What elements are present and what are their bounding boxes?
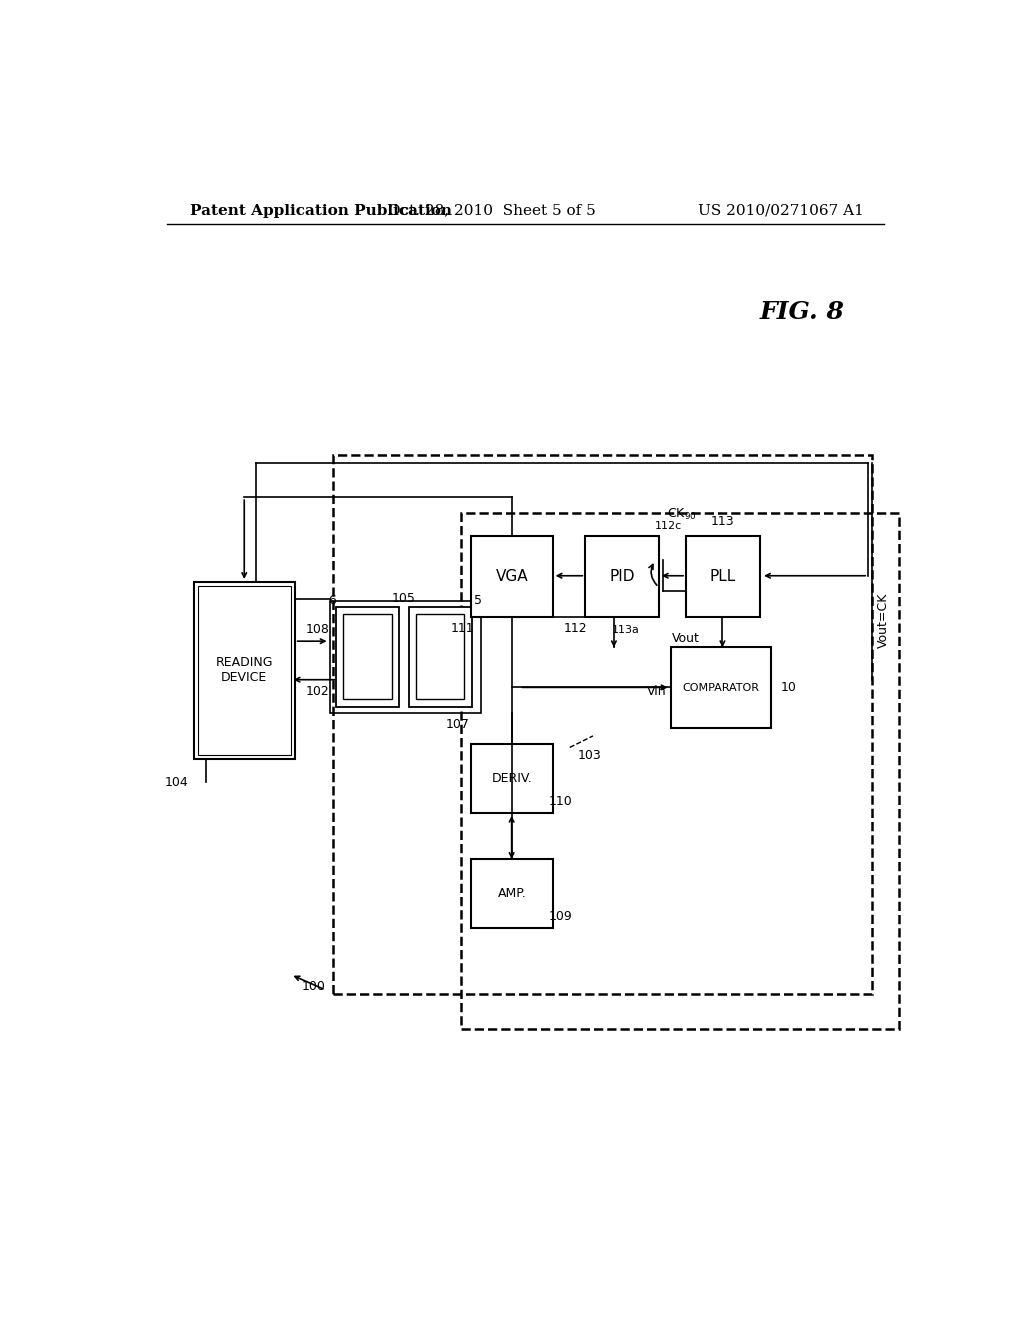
Text: DERIV.: DERIV. [492,772,532,785]
Text: Oct. 28, 2010  Sheet 5 of 5: Oct. 28, 2010 Sheet 5 of 5 [388,203,596,218]
Text: Vout=CK: Vout=CK [878,593,890,648]
Text: 107: 107 [445,718,469,731]
FancyArrowPatch shape [649,565,657,585]
Bar [686,536,760,616]
Text: 6: 6 [328,594,336,607]
Text: 112: 112 [564,622,588,635]
Bar [471,859,553,928]
Bar [586,536,658,616]
Text: VGA: VGA [496,569,528,583]
Text: PLL: PLL [710,569,736,583]
Text: 5: 5 [474,594,482,607]
Text: 100: 100 [302,979,326,993]
Text: Patent Application Publication: Patent Application Publication [190,203,452,218]
Text: 113a: 113a [611,626,639,635]
Bar [409,607,472,706]
Text: US 2010/0271067 A1: US 2010/0271067 A1 [698,203,864,218]
Bar [471,536,553,616]
Text: FIG. 8: FIG. 8 [760,301,845,325]
Text: 111: 111 [451,622,474,635]
Text: PID: PID [609,569,635,583]
Text: 104: 104 [165,776,188,788]
Text: CK$_{90}$: CK$_{90}$ [668,507,697,521]
Text: Vout: Vout [672,631,700,644]
Bar [461,512,899,1028]
Bar [198,586,291,755]
Text: COMPARATOR: COMPARATOR [682,682,760,693]
Text: 112c: 112c [654,521,682,532]
Bar [336,607,399,706]
Bar [334,455,872,994]
Bar [417,614,464,700]
Bar [194,582,295,759]
Text: 10: 10 [780,681,797,694]
Text: 103: 103 [578,748,601,762]
Text: 105: 105 [391,593,416,606]
Bar [471,743,553,813]
Text: 108: 108 [306,623,330,636]
Text: AMP.: AMP. [498,887,526,900]
Text: 113: 113 [711,515,734,528]
Text: Vin: Vin [647,685,667,698]
Bar [343,614,391,700]
Text: 102: 102 [306,685,330,698]
Bar [671,647,771,729]
Text: READING
DEVICE: READING DEVICE [215,656,273,685]
Text: 110: 110 [549,795,572,808]
Bar [330,601,480,713]
Text: 109: 109 [549,911,572,924]
